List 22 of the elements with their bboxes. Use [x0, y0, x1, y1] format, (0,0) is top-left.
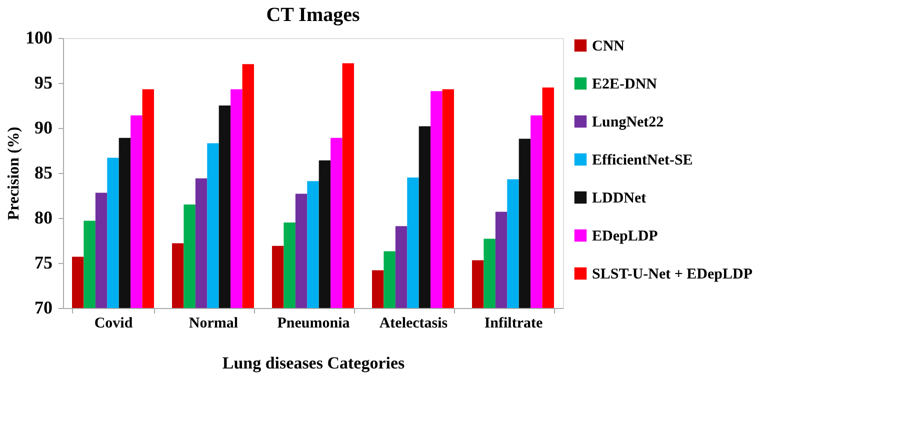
y-tick-label: 90: [34, 118, 52, 138]
y-tick-label: 85: [34, 162, 52, 182]
x-tick-label: Normal: [188, 316, 238, 332]
x-tick-label: Pneumonia: [277, 316, 350, 332]
y-axis-title: Precision (%): [6, 126, 22, 220]
x-axis-title: Lung diseases Categories: [222, 354, 406, 372]
legend-label: LungNet22: [592, 114, 664, 130]
x-tick-label: Covid: [94, 316, 134, 332]
y-tick-label: 80: [34, 208, 52, 228]
y-tick-label: 95: [34, 72, 52, 92]
legend-label: SLST-U-Net + EDepLDP: [592, 266, 753, 282]
y-tick-label: 100: [26, 28, 52, 48]
legend-label: EDepLDP: [592, 228, 658, 244]
x-tick-label: Infiltrate: [484, 316, 543, 332]
legend-label: LDDNet: [592, 190, 646, 206]
legend-label: CNN: [592, 38, 625, 54]
chart-title: CT Images: [266, 4, 360, 26]
legend-label: EfficientNet-SE: [592, 152, 693, 168]
legend-label: E2E-DNN: [592, 76, 658, 92]
y-tick-label: 75: [34, 252, 52, 272]
x-tick-label: Atelectasis: [379, 316, 448, 332]
y-tick-label: 70: [34, 298, 52, 318]
